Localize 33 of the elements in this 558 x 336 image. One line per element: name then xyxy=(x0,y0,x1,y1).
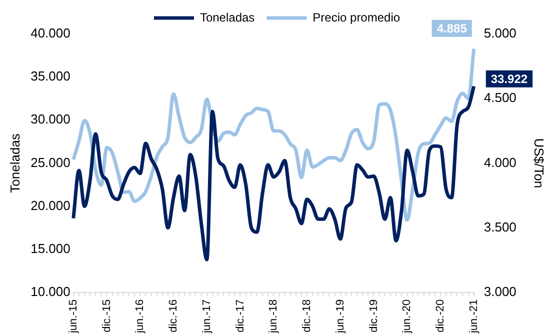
y-tick-label: 40.000 xyxy=(30,26,70,41)
data-label: 33.922 xyxy=(490,72,528,86)
x-tick-label: jun.-20 xyxy=(401,299,414,334)
x-tick-label: dic.-17 xyxy=(234,299,246,332)
x-tick-label: dic.-20 xyxy=(434,299,447,332)
x-tick-label: jun.-15 xyxy=(67,299,80,334)
y-tick-label: 10.000 xyxy=(30,284,70,299)
y2-tick-label: 3.500 xyxy=(484,219,516,234)
y-axis-title: Toneladas xyxy=(7,133,22,193)
x-tick-label: dic.-18 xyxy=(301,299,314,332)
y-tick-label: 15.000 xyxy=(30,240,70,256)
data-label: 4.885 xyxy=(436,22,468,36)
y-tick-label: 35.000 xyxy=(30,68,70,84)
x-tick-label: jun.-18 xyxy=(268,299,280,334)
legend-label: Toneladas xyxy=(200,10,255,24)
y-tick-label: 25.000 xyxy=(30,154,70,170)
y2-tick-label: 5.000 xyxy=(484,26,516,41)
y2-tick-label: 4.000 xyxy=(484,154,516,170)
line-series xyxy=(72,47,476,222)
legend-label: Precio promedio xyxy=(312,10,400,24)
y2-tick-label: 4.500 xyxy=(484,90,516,106)
x-tick-label: dic.-19 xyxy=(368,299,380,332)
y2-tick-label: 3.000 xyxy=(484,284,516,299)
x-tick-label: jun.-19 xyxy=(334,299,346,334)
line-series xyxy=(72,84,476,262)
x-tick-label: jun.-16 xyxy=(134,299,146,334)
y-tick-label: 20.000 xyxy=(30,198,70,213)
y2-axis-title: US$/Ton xyxy=(532,138,547,188)
x-tick-label: jun.-17 xyxy=(200,299,213,334)
x-tick-label: dic.-16 xyxy=(168,299,180,332)
y-tick-label: 30.000 xyxy=(30,112,70,127)
x-tick-label: dic.-15 xyxy=(100,299,113,332)
x-tick-label: jun.-21 xyxy=(468,299,480,334)
